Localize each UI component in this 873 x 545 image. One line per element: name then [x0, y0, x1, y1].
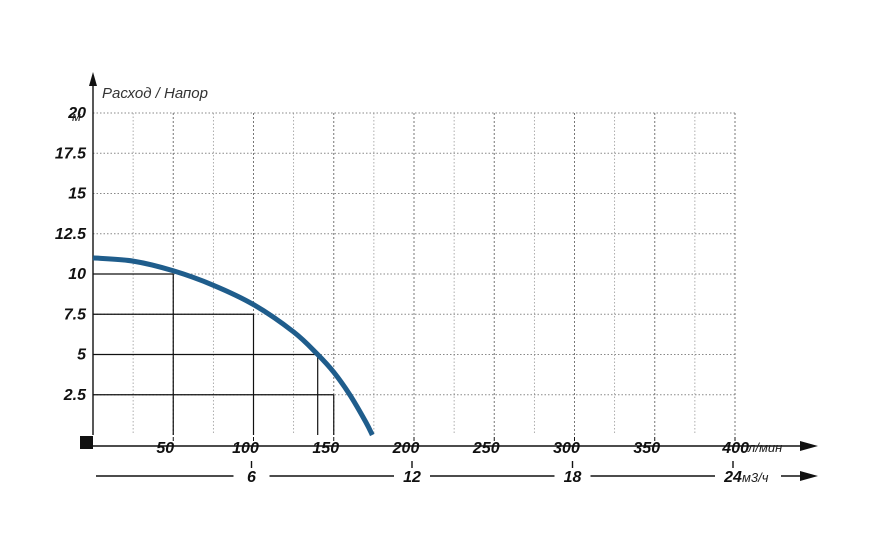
x-tick-label: 50: [156, 440, 174, 457]
y-tick-label: 7.5: [64, 306, 87, 323]
head-flow-curve: [92, 255, 375, 437]
x-tick-label: 350: [633, 440, 660, 457]
secondary-tick-label: 24: [723, 469, 742, 486]
x-tick-label: 150: [312, 440, 339, 457]
y-axis-arrow: [89, 72, 97, 86]
y-tick-label: 15: [68, 186, 87, 203]
y-axis-unit: м: [72, 109, 81, 124]
x-tick-label: 200: [392, 440, 420, 457]
chart-title: Расход / Напор: [102, 85, 208, 102]
secondary-axis: 6 12 18 24: [96, 437, 818, 486]
secondary-tick-label: 6: [247, 469, 256, 486]
x-axis-primary-arrow: [800, 441, 818, 451]
x-tick-label: 400: [721, 440, 749, 457]
x-tick-label: 250: [472, 440, 500, 457]
y-tick-label: 5: [77, 347, 87, 364]
secondary-tick-label: 18: [564, 469, 582, 486]
origin-square-marker: [80, 436, 93, 449]
x-tick-label: 300: [553, 440, 580, 457]
y-tick-label: 20: [67, 105, 86, 122]
x-tick-label: 100: [232, 440, 259, 457]
y-tick-label: 17.5: [55, 145, 87, 162]
y-tick-label: 10: [68, 266, 86, 283]
x-axis-secondary-arrow: [800, 471, 818, 481]
secondary-tick-label: 12: [403, 469, 421, 486]
tick-labels: 2.5 5 7.5 10 12.5 15 17.5 20 50 100 150 200 250 300 35…: [55, 105, 749, 457]
y-tick-label: 12.5: [55, 226, 87, 243]
y-tick-label: 2.5: [63, 387, 87, 404]
reference-lines: [93, 273, 335, 435]
x-axis-unit-secondary: м3/ч: [742, 470, 769, 485]
x-axis-unit-primary: л/мин: [747, 440, 782, 455]
curve-layer: [92, 255, 375, 437]
